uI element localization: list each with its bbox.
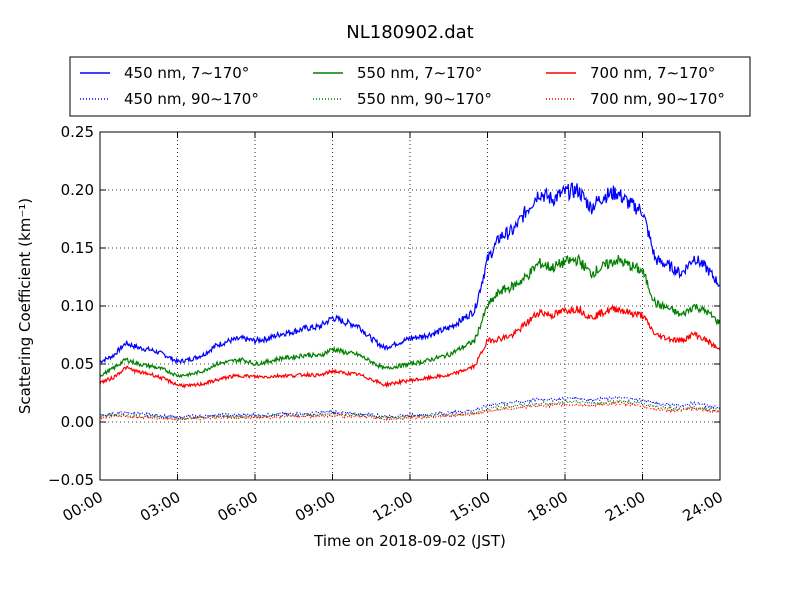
series-line-1 bbox=[99, 394, 721, 420]
legend-label-2: 550 nm, 7∼170° bbox=[357, 64, 482, 82]
y-tick-label: 0.10 bbox=[61, 297, 94, 315]
y-axis-label: Scattering Coefficient (km⁻¹) bbox=[16, 198, 34, 414]
y-tick-label: −0.05 bbox=[48, 471, 94, 489]
legend-label-0: 450 nm, 7∼170° bbox=[124, 64, 249, 82]
legend-label-3: 550 nm, 90∼170° bbox=[357, 90, 492, 108]
legend-label-4: 700 nm, 7∼170° bbox=[590, 64, 715, 82]
series-line-2 bbox=[99, 253, 721, 378]
y-tick-label: 0.25 bbox=[61, 123, 94, 141]
chart-title: NL180902.dat bbox=[346, 22, 473, 43]
y-tick-labels: −0.05 0.00 0.05 0.10 0.15 0.20 0.25 bbox=[48, 123, 94, 489]
y-tick-label: 0.15 bbox=[61, 239, 94, 257]
y-tick-label: 0.00 bbox=[61, 413, 94, 431]
ticks bbox=[99, 131, 721, 481]
y-tick-label: 0.05 bbox=[61, 355, 94, 373]
legend: 450 nm, 7∼170° 550 nm, 7∼170° 700 nm, 7∼17… bbox=[69, 56, 751, 117]
series-line-4 bbox=[99, 303, 721, 389]
legend-label-1: 450 nm, 90∼170° bbox=[124, 90, 259, 108]
legend-items: 450 nm, 7∼170° 550 nm, 7∼170° 700 nm, 7∼17… bbox=[80, 64, 725, 108]
series-line-0 bbox=[99, 182, 721, 365]
x-axis-label: Time on 2018-09-02 (JST) bbox=[313, 532, 506, 550]
legend-label-5: 700 nm, 90∼170° bbox=[590, 90, 725, 108]
grid bbox=[100, 132, 720, 480]
y-tick-label: 0.20 bbox=[61, 181, 94, 199]
series-layer bbox=[99, 182, 721, 422]
legend-box bbox=[69, 56, 751, 117]
